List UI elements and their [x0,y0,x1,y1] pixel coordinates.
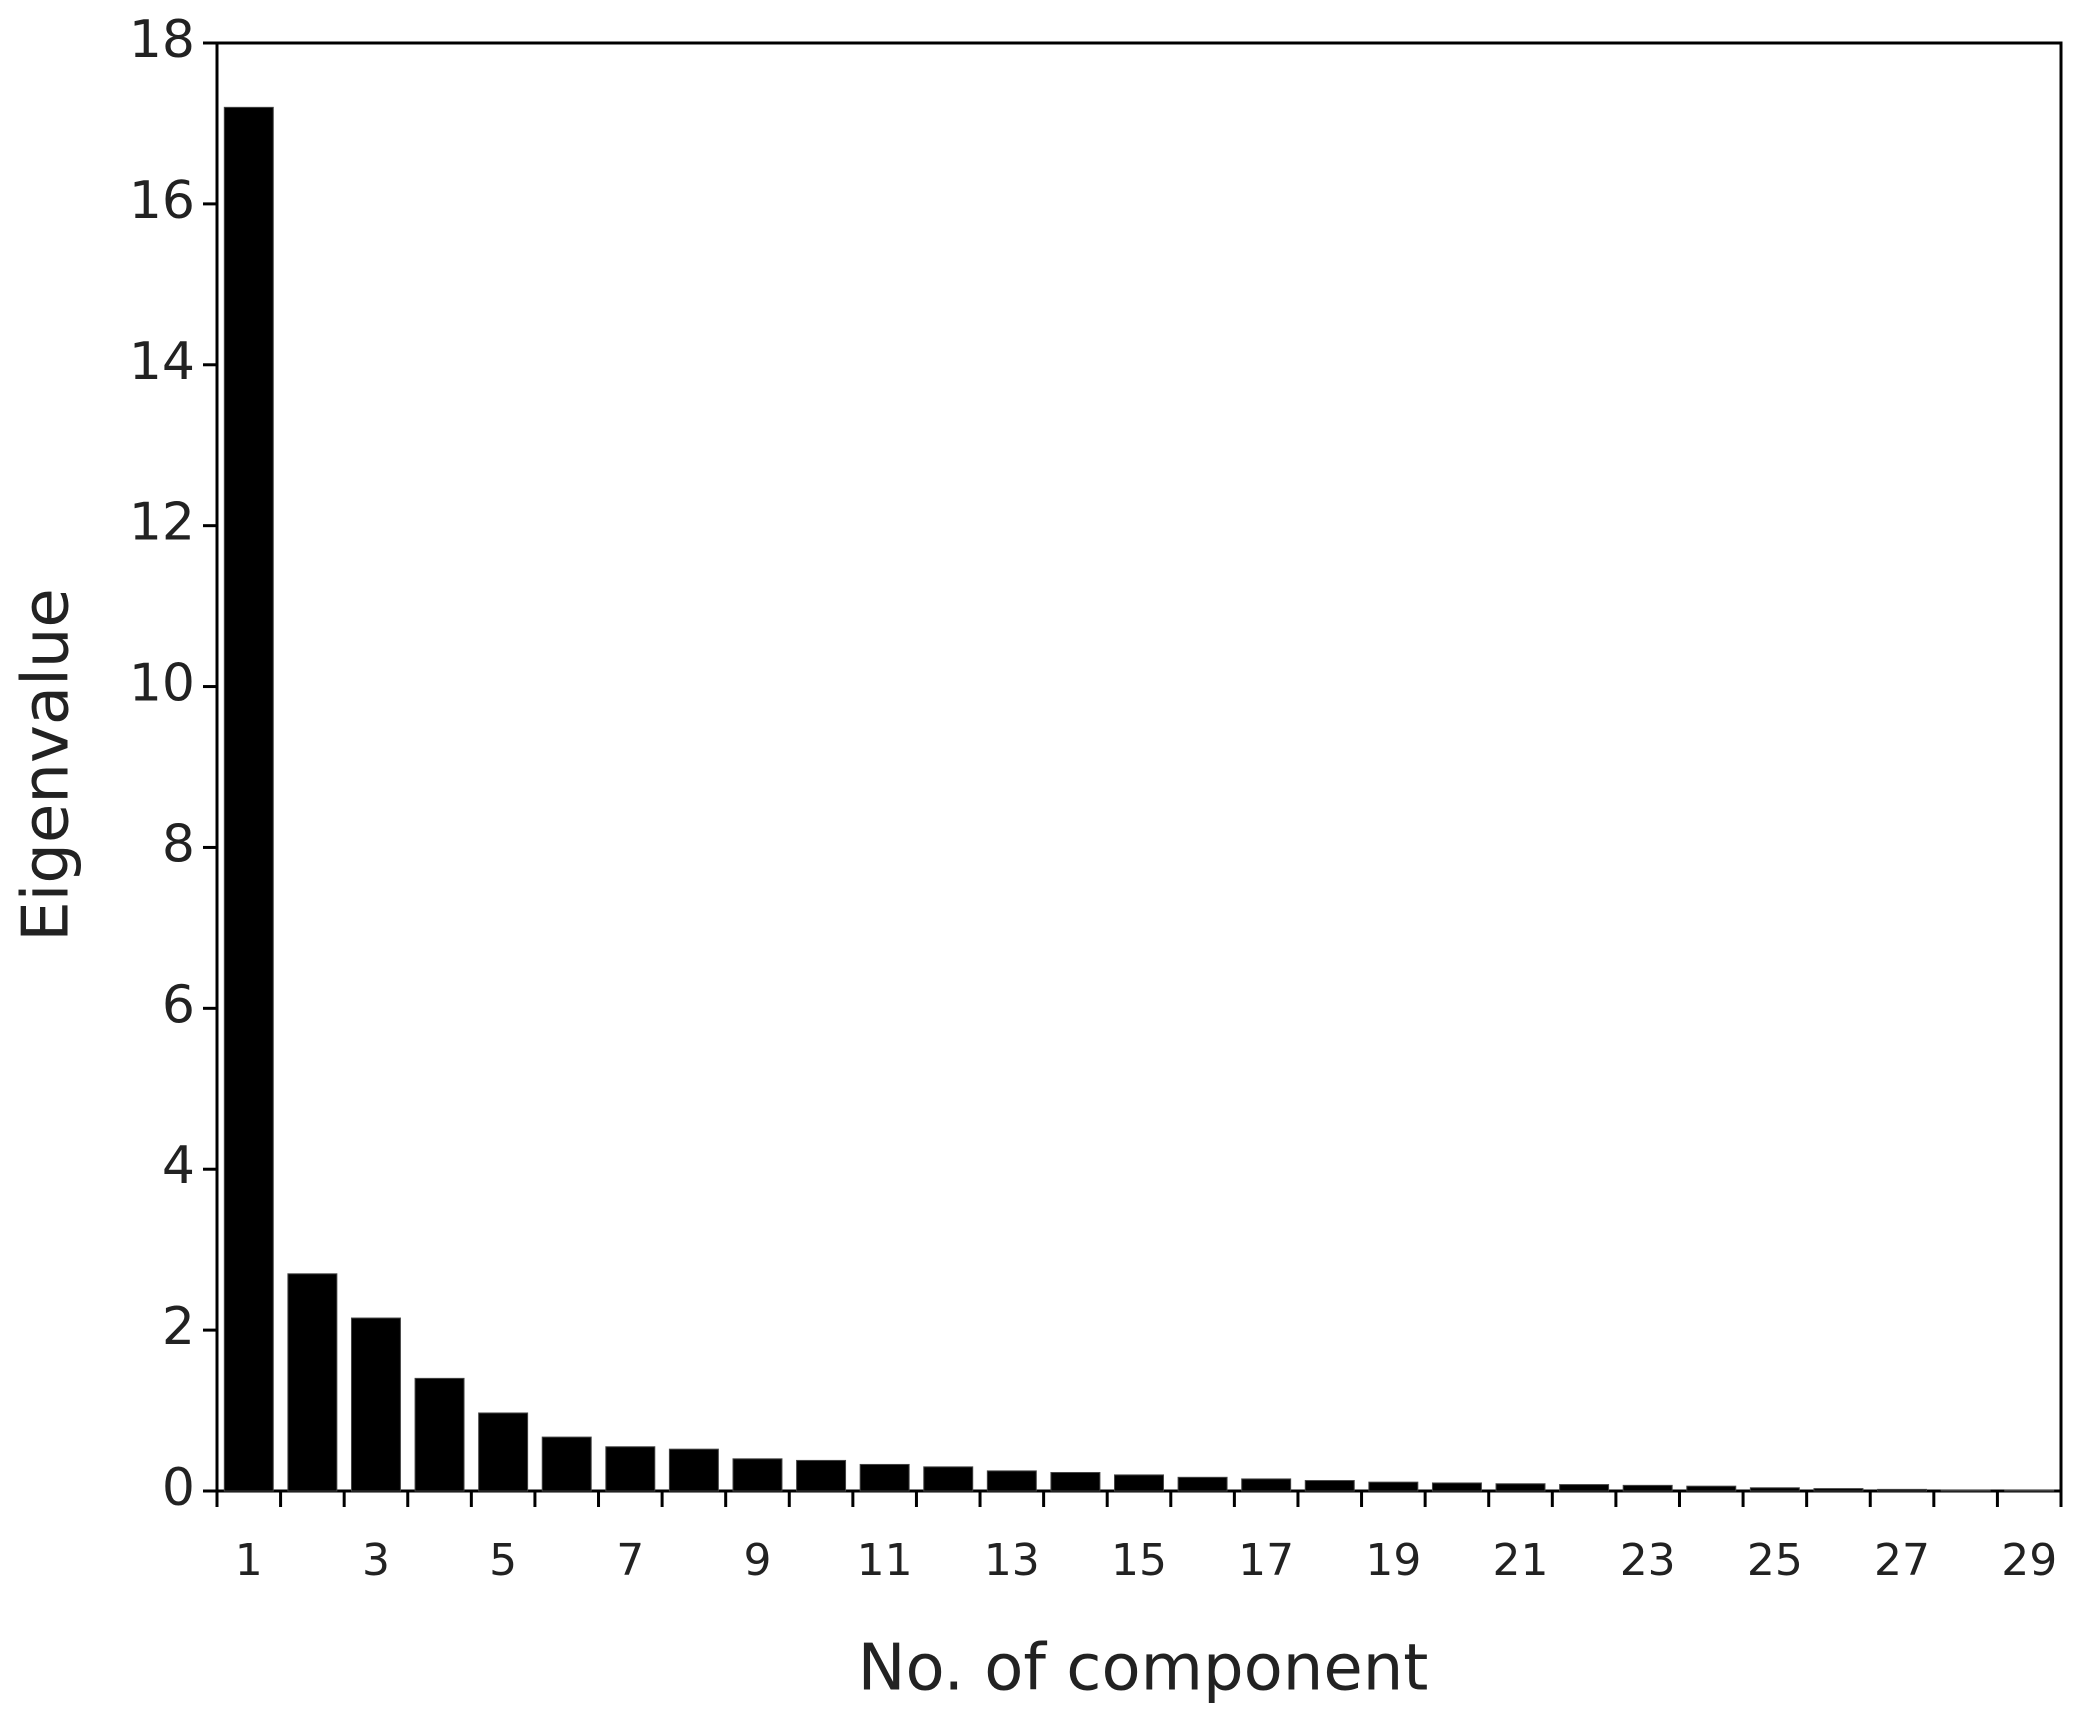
bar [1749,1487,1800,1492]
bar [2004,1489,2055,1492]
y-tick-label: 6 [162,975,195,1035]
bar [414,1377,465,1492]
bar [1495,1483,1546,1492]
bar [1686,1485,1737,1492]
bar [668,1448,719,1492]
y-tick-label: 4 [162,1136,195,1196]
x-tick-label: 29 [2001,1535,2057,1586]
bar [1431,1482,1482,1492]
x-tick-label: 7 [616,1535,644,1586]
x-tick-label: 25 [1747,1535,1803,1586]
bar [1177,1476,1228,1492]
bar [350,1317,401,1492]
y-tick-label: 16 [129,171,195,231]
bar [287,1273,338,1492]
x-tick-label: 5 [489,1535,517,1586]
bar [796,1459,847,1492]
bar [1559,1484,1610,1492]
x-tick-label: 15 [1111,1535,1167,1586]
y-tick-label: 2 [162,1297,195,1357]
y-tick-label: 8 [162,814,195,874]
x-tick-label: 19 [1365,1535,1421,1586]
bar [923,1466,974,1492]
bar [1877,1488,1928,1492]
x-tick-label: 3 [362,1535,390,1586]
y-tick-label: 0 [162,1458,195,1518]
y-tick-label: 18 [129,10,195,70]
bar [223,106,274,1492]
x-tick-label: 17 [1238,1535,1294,1586]
x-tick-label: 9 [743,1535,771,1586]
bar [1304,1480,1355,1492]
plot-frame [215,41,2063,1493]
bar [1050,1471,1101,1492]
bar [986,1470,1037,1492]
bar [605,1446,656,1492]
y-tick-label: 12 [129,493,195,553]
x-tick-label: 11 [857,1535,913,1586]
x-tick-label: 21 [1493,1535,1549,1586]
x-tick-label: 23 [1620,1535,1676,1586]
bar [1813,1488,1864,1492]
bar [1622,1484,1673,1492]
bar [859,1463,910,1492]
bar [732,1458,783,1492]
x-tick-label: 1 [235,1535,263,1586]
x-tick-label: 13 [984,1535,1040,1586]
y-tick-label: 10 [129,654,195,714]
bar [1241,1478,1292,1492]
x-tick-label: 27 [1874,1535,1930,1586]
x-axis-title: No. of component [858,1632,1429,1706]
bar [1368,1481,1419,1492]
bar [541,1436,592,1492]
bar [1114,1474,1164,1492]
bar [1940,1489,1991,1492]
bar [478,1412,529,1492]
y-tick-label: 14 [129,332,195,392]
y-axis-title: Eigenvalue [10,588,84,942]
